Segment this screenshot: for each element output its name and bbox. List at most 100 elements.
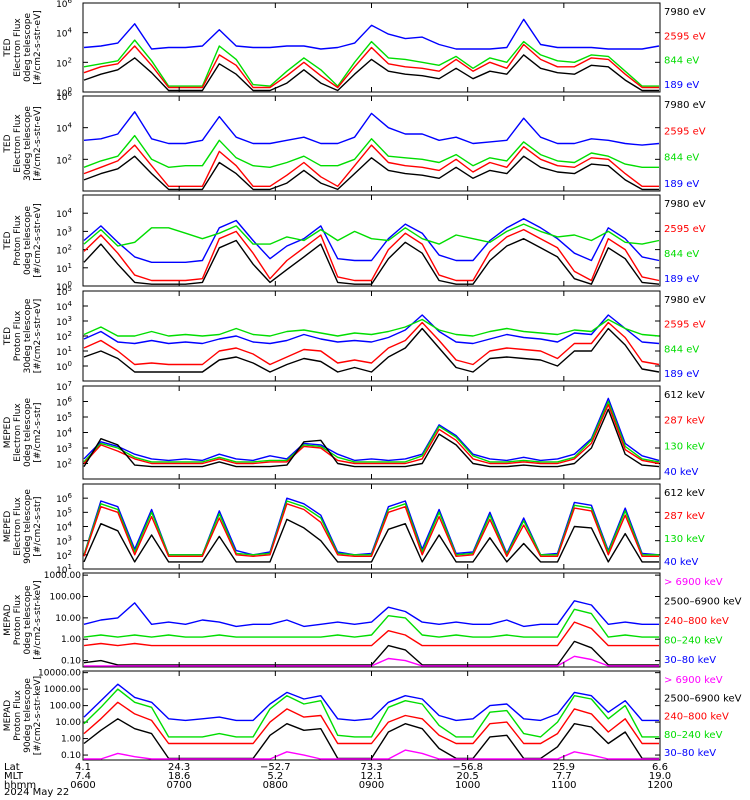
time-axis-row-label: hhmm [4,780,36,791]
y-tick-label: 103 [56,315,72,328]
legend-entry: 40 keV [664,467,698,478]
legend-entry: > 6900 keV [664,577,723,588]
series-blue [83,397,660,462]
series-red [83,621,659,647]
y-axis-label: MEPED [3,417,13,449]
series-green [83,134,659,168]
time-axis-lat-label: −52.7 [260,762,291,773]
time-axis-lat-label: 25.9 [553,762,575,773]
y-axis-label: MEPAD [3,604,13,635]
time-axis-hhmm-label: 0600 [70,780,95,791]
legend-entry: 844 eV [664,153,699,164]
series-red [83,144,659,187]
legend-entry: 612 keV [664,390,705,401]
time-axis-mlt-label: 5.2 [267,771,283,782]
y-axis-label: [#/cm2-s-str-keV] [33,676,43,755]
legend-entry: 30–80 keV [664,655,716,666]
plot-frame [82,385,661,480]
series-blue [83,111,660,146]
series-green [83,608,659,638]
panel-mepad-proton-0deg: 0.10 1.00 10.00 100.00 1000.00 MEPAD Proton Fl… [3,571,742,668]
panel-mepad-proton-90deg: 0.10 1.00 10.00 100.00 1000.00 10000.00 MEPAD P… [3,669,742,761]
time-axis-lat-label: 4.1 [75,762,91,773]
series-black [83,155,659,191]
y-tick-label: 100 [56,86,72,99]
y-tick-label: 103 [56,225,72,238]
legend-entry: 2595 eV [664,31,706,42]
series-blue [83,497,660,556]
time-axis-hhmm-label: 0900 [359,780,384,791]
series-red [83,701,659,745]
y-axis-label: 30deg telescope [23,298,33,373]
y-axis-label: Proton Flux [13,310,23,361]
y-axis-label: 0deg telescope [23,398,33,468]
y-tick-label: 105 [56,506,72,519]
legend-entry: 80–240 keV [664,730,723,741]
y-axis-label: 30deg telescope [23,106,33,181]
y-axis-label: Proton Flux [13,690,23,741]
y-tick-label: 105 [56,285,72,298]
time-axis-mlt-label: 20.5 [457,771,479,782]
time-axis-mlt-label: 7.7 [556,771,572,782]
y-tick-label: 102 [56,244,72,257]
y-axis-label: [#/cm2-s-str-eV] [33,203,43,278]
time-axis-lat-label: 73.3 [360,762,382,773]
y-tick-label: 0.10 [61,751,81,761]
time-axis-hhmm-label: 1100 [551,780,576,791]
series-red [83,503,659,557]
series-green [83,400,660,463]
y-tick-label: 100 [56,280,72,293]
series-black [83,238,660,285]
legend-entry: 7980 eV [664,295,706,306]
legend-entry: 2500–6900 keV [664,597,742,608]
y-tick-label: 100.00 [50,593,82,603]
y-tick-label: 104 [56,427,72,440]
y-tick-label: 1.00 [61,635,81,645]
series-black [83,408,660,468]
series-blue [83,600,659,628]
time-axis-lat-label: 6.6 [652,762,668,773]
y-tick-label: 107 [56,380,72,393]
series-red [83,43,659,89]
legend-entry: 2500–6900 keV [664,693,742,704]
legend-entry: 80–240 keV [664,636,723,647]
legend-entry: 2595 eV [664,224,706,235]
series-red [83,403,660,465]
y-axis-label: 90deg telescope [23,489,33,564]
time-axis-hhmm-label: 1200 [647,780,672,791]
legend-entry: 240–800 keV [664,712,729,723]
series-blue [83,314,660,345]
series-green [83,500,659,556]
y-axis-label: [#/cm2-s-str-eV] [33,299,43,374]
y-axis-label: 90deg telescope [23,678,33,753]
y-tick-label: 106 [56,0,72,10]
y-tick-label: 106 [56,90,72,103]
y-axis-label: TED [3,38,13,57]
y-tick-label: 102 [56,56,72,69]
y-tick-label: 1.00 [61,735,81,745]
y-axis-label: Electron Flux [13,403,23,462]
y-axis-label: MEPAD [3,700,13,731]
legend-entry: 844 eV [664,249,699,260]
y-axis-label: 0deg telescope [23,13,33,83]
y-tick-label: 1000.00 [44,571,81,581]
y-tick-label: 102 [56,153,72,166]
y-tick-label: 100.00 [50,702,82,712]
y-tick-label: 104 [56,27,72,40]
series-blue [83,18,660,50]
y-tick-label: 105 [56,411,72,424]
series-green [83,39,659,87]
y-axis-label: Electron Flux [13,497,23,556]
panel-ted-electron-0deg: 100 102 104 106 TED Electron Flux 0deg telesco… [3,0,706,99]
y-tick-label: 102 [56,330,72,343]
legend-entry: 189 eV [664,179,699,190]
y-tick-label: 103 [56,442,72,455]
time-axis-hhmm-label: 0800 [263,780,288,791]
series-red [83,228,660,282]
y-tick-label: 0.10 [61,657,81,667]
y-axis-label: [#/cm2-s-str] [33,496,43,556]
time-axis-hhmm-label: 1000 [455,780,480,791]
series-red [83,321,660,366]
time-axis-hhmm-label: 0700 [166,780,191,791]
